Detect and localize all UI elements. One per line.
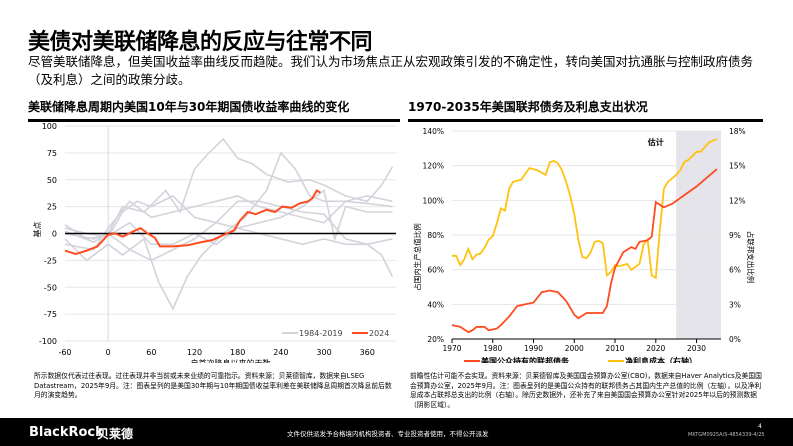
right-y-tick-label: 0% (729, 335, 741, 344)
right-y-axis-label: 占联邦支出比例 (746, 231, 756, 284)
x-tick-label: 60 (146, 348, 156, 357)
x-axis-label: 自首次降息以来的天数 (191, 358, 271, 363)
brand-cn: 贝莱德 (97, 427, 134, 441)
series-1984-2019-line (64, 194, 394, 277)
y-tick-label: 50 (47, 176, 57, 185)
left-y-tick-label: 80% (427, 231, 444, 240)
x-tick-label: 240 (273, 348, 288, 357)
x-tick-label: -60 (58, 348, 71, 357)
right-chart-title: 1970-2035年美国联邦债务及利息支出状况 (408, 98, 763, 122)
right-y-tick-label: 12% (729, 196, 746, 205)
forecast-label: 估计 (647, 137, 664, 147)
series-1984-2019-line (64, 195, 393, 251)
x-tick-label: 2030 (687, 344, 706, 353)
series-1984-2019-line (64, 137, 394, 240)
left-y-tick-label: 40% (427, 300, 444, 309)
left-chart-title: 美联储降息周期内美国10年与30年期国债收益率曲线的变化 (28, 98, 400, 122)
left-y-axis-label: 占国内生产总值比例 (412, 223, 422, 291)
doc-code: MKTGM0925A/S-4854339-4/25 (688, 432, 765, 438)
x-tick-label: 120 (187, 348, 202, 357)
x-tick-label: 2010 (605, 344, 624, 353)
series-1984-2019-line (64, 200, 393, 262)
right-y-tick-label: 18% (729, 127, 746, 136)
right-y-tick-label: 3% (729, 300, 741, 309)
x-tick-label: 1980 (483, 344, 502, 353)
y-tick-label: 100 (42, 122, 57, 131)
page-title: 美债对美联储降息的反应与往常不同 (28, 30, 373, 55)
x-tick-label: 300 (316, 348, 331, 357)
yield-curve-chart: 100 75 50 25 0 -25 -50 -75 -100-60 0 60 120 180 240 30… (32, 122, 396, 363)
right-chart-note: 前瞻性估计可能不会实现。资料来源：贝莱德智库及美国国会预算办公室(CBO)，数据… (410, 372, 762, 409)
x-tick-label: 0 (106, 348, 111, 357)
left-y-tick-label: 140% (423, 127, 444, 136)
legend-label-1984-2019: 1984-2019 (299, 329, 343, 338)
left-y-tick-label: 100% (423, 196, 444, 205)
y-tick-label: 25 (47, 203, 57, 212)
left-y-tick-label: 120% (423, 162, 444, 171)
right-y-tick-label: 6% (729, 266, 741, 275)
federal-debt-line (451, 168, 718, 334)
x-tick-label: 180 (230, 348, 245, 357)
x-tick-label: 360 (360, 348, 375, 357)
footer: BlackRock 贝莱德 文件仅供派发予合格境内机构投资者、专业投资者使用，不… (0, 418, 793, 446)
legend-label-2024: 2024 (369, 329, 389, 338)
y-axis-label: 基点 (32, 222, 42, 238)
debt-interest-chart: 估计 140% 18% 120% 15% 100% 12% 80% 9% 60% 6% 40% 3% 20… (412, 127, 756, 363)
y-tick-label: -75 (44, 310, 57, 319)
x-tick-label: 2000 (565, 344, 584, 353)
right-y-tick-label: 9% (729, 231, 741, 240)
right-y-tick-label: 15% (729, 162, 746, 171)
interest-cost-line (452, 138, 718, 280)
left-y-tick-label: 20% (427, 335, 444, 344)
y-tick-label: -100 (39, 337, 57, 346)
page-number: 4 (758, 423, 762, 430)
legend-label-interest: 净利息成本（右轴） (625, 356, 697, 363)
left-chart-note: 所示数据仅代表过往表现。过往表现并非当前或未来业绩的可靠指示。资料来源：贝莱德智… (34, 372, 392, 399)
brand-logo: BlackRock (29, 425, 104, 440)
x-tick-label: 1990 (524, 344, 543, 353)
legend-label-debt: 美国公众持有的联邦债务 (481, 356, 570, 363)
series-2024-line (64, 189, 321, 255)
y-tick-label: 0 (52, 230, 57, 239)
left-y-tick-label: 60% (427, 266, 444, 275)
series-1984-2019-line (64, 189, 393, 246)
y-tick-label: -50 (44, 283, 57, 292)
y-tick-label: -25 (44, 256, 57, 265)
page-subtitle: 尽管美联储降息，但美国收益率曲线反而趋陡。我们认为市场焦点正从宏观政策引发的不确… (28, 54, 754, 87)
y-tick-label: 75 (47, 149, 57, 158)
x-tick-label: 1970 (442, 344, 461, 353)
series-1984-2019-line (64, 151, 393, 311)
x-tick-label: 2020 (646, 344, 665, 353)
disclaimer: 文件仅供派发予合格境内机构投资者、专业投资者使用，不得公开派发 (287, 430, 489, 438)
